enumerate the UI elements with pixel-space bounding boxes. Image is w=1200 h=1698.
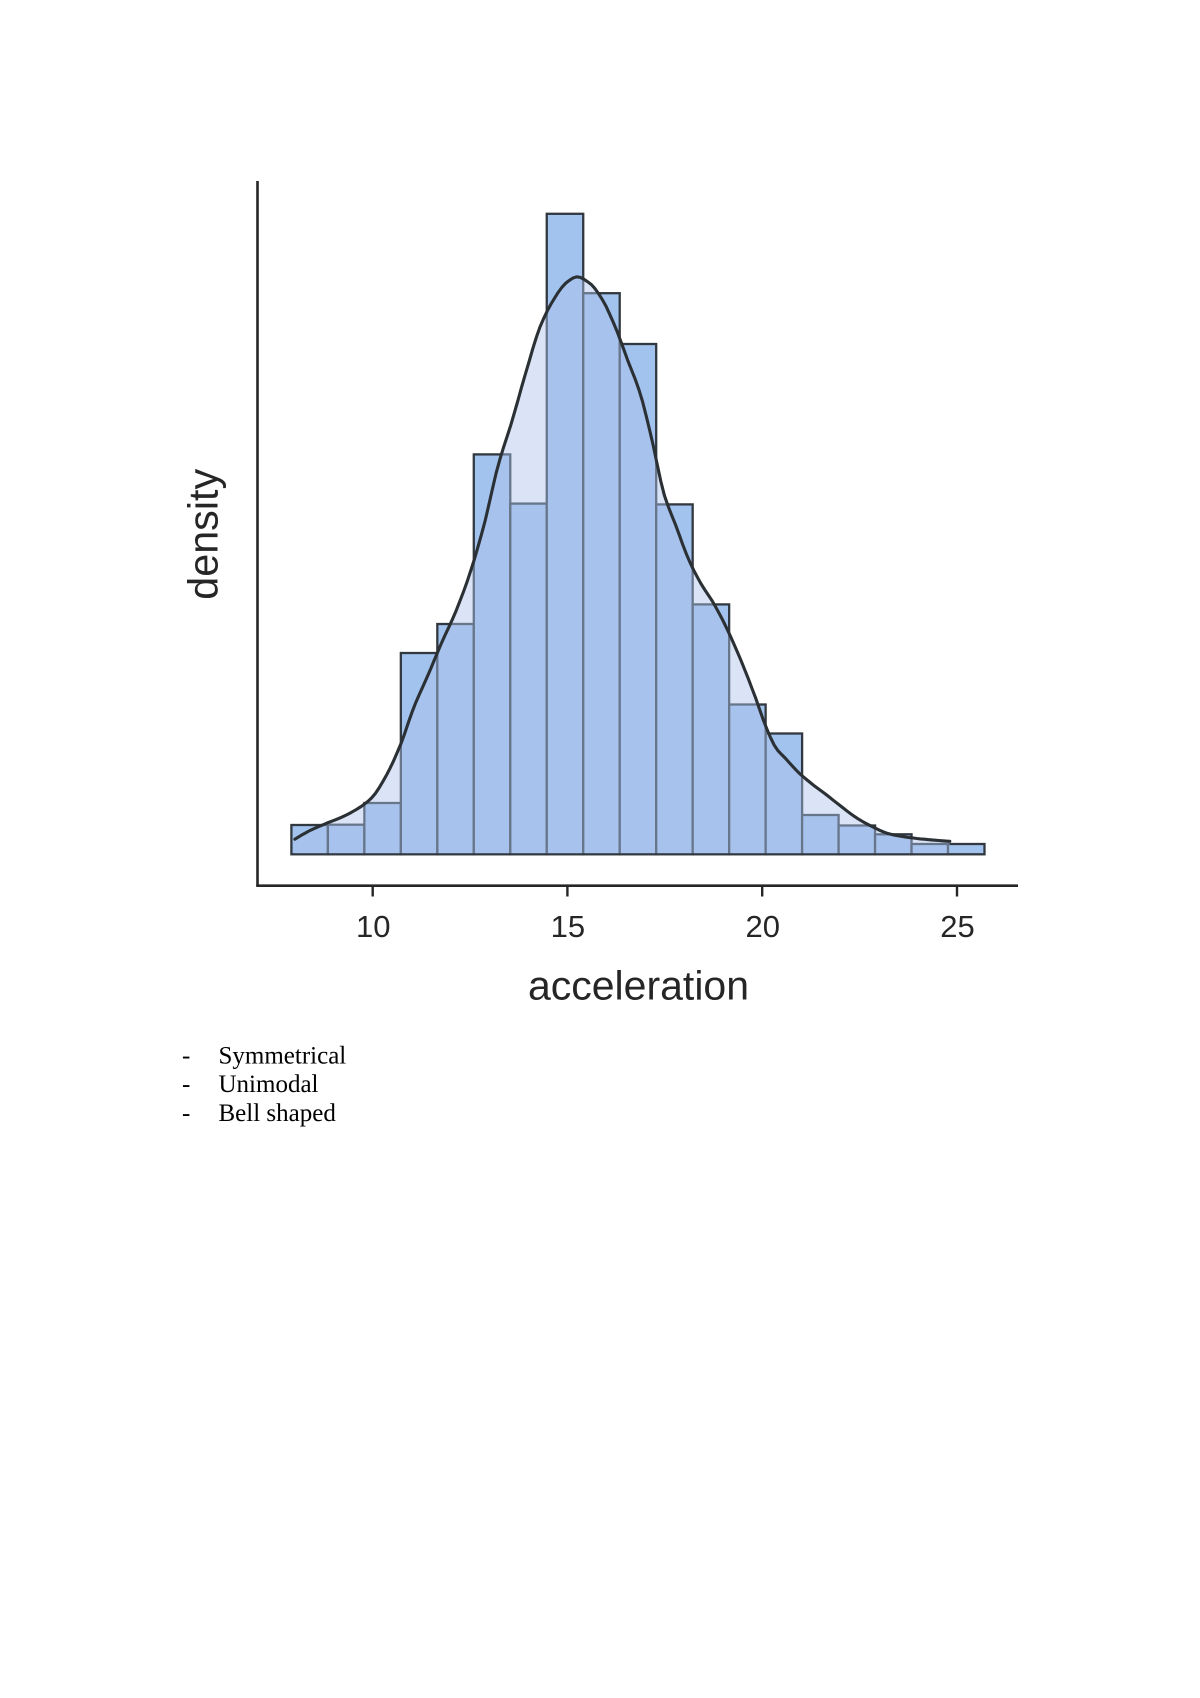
svg-text:acceleration: acceleration bbox=[528, 963, 749, 1009]
svg-text:Symmetrical: Symmetrical bbox=[219, 1043, 347, 1070]
svg-text:Unimodal: Unimodal bbox=[219, 1071, 319, 1098]
svg-text:10: 10 bbox=[356, 909, 390, 944]
svg-text:density: density bbox=[181, 469, 227, 600]
svg-text:Bell shaped: Bell shaped bbox=[219, 1100, 337, 1127]
svg-text:25: 25 bbox=[940, 909, 974, 944]
svg-text:-: - bbox=[182, 1071, 190, 1098]
svg-text:15: 15 bbox=[551, 909, 585, 944]
svg-text:-: - bbox=[182, 1043, 190, 1070]
svg-text:-: - bbox=[182, 1100, 190, 1127]
svg-text:20: 20 bbox=[745, 909, 779, 944]
